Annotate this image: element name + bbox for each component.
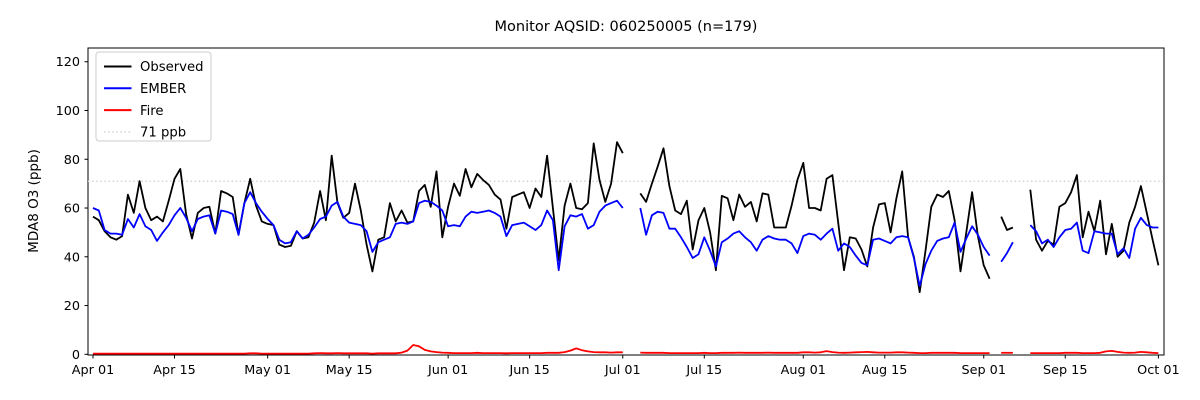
x-tick-label: Apr 01 — [72, 363, 115, 378]
x-tick-label: Jul 01 — [604, 363, 641, 378]
legend: Observed EMBER Fire 71 ppb — [95, 51, 212, 142]
legend-item-observed: Observed — [104, 60, 203, 75]
series-fire-line — [93, 344, 1159, 355]
legend-label: Fire — [140, 104, 164, 119]
x-tick-label: Aug 01 — [781, 363, 826, 378]
x-tick-label: Sep 15 — [1043, 363, 1087, 378]
legend-item-fire: Fire — [104, 104, 164, 119]
y-tick-label: 0 — [72, 348, 80, 363]
x-tick-label: Apr 15 — [153, 363, 196, 378]
series-layer — [92, 141, 1160, 355]
chart-title: Monitor AQSID: 060250005 (n=179) — [495, 19, 758, 35]
y-tick-label: 80 — [64, 153, 80, 168]
legend-item-ember: EMBER — [104, 82, 186, 97]
y-tick-label: 120 — [56, 55, 80, 70]
y-axis-label: MDA8 O3 (ppb) — [26, 149, 42, 253]
legend-label: Observed — [140, 60, 203, 75]
axis-ticks-layer: 0 20 40 60 80 100 120 Apr 01 Apr 15 May 01 May 15 J… — [56, 55, 1180, 378]
y-tick-label: 40 — [64, 250, 80, 265]
y-tick-label: 20 — [64, 299, 80, 314]
plot-frame — [87, 47, 1165, 356]
series-observed-line — [92, 141, 1160, 294]
series-ember-line — [92, 191, 1159, 287]
y-tick-label: 100 — [56, 104, 80, 119]
legend-label: EMBER — [140, 82, 186, 97]
x-tick-label: Oct 01 — [1137, 363, 1179, 378]
x-tick-label: May 01 — [244, 363, 291, 378]
legend-item-71-ppb: 71 ppb — [104, 126, 186, 141]
x-tick-label: Sep 01 — [962, 363, 1006, 378]
x-tick-label: Jun 01 — [427, 363, 468, 378]
x-tick-label: Aug 15 — [862, 363, 907, 378]
y-tick-label: 60 — [64, 202, 80, 217]
x-tick-label: Jun 15 — [508, 363, 549, 378]
legend-label: 71 ppb — [140, 126, 186, 141]
legend-box — [95, 51, 212, 142]
x-tick-label: Jul 15 — [685, 363, 722, 378]
x-tick-label: May 15 — [326, 363, 373, 378]
